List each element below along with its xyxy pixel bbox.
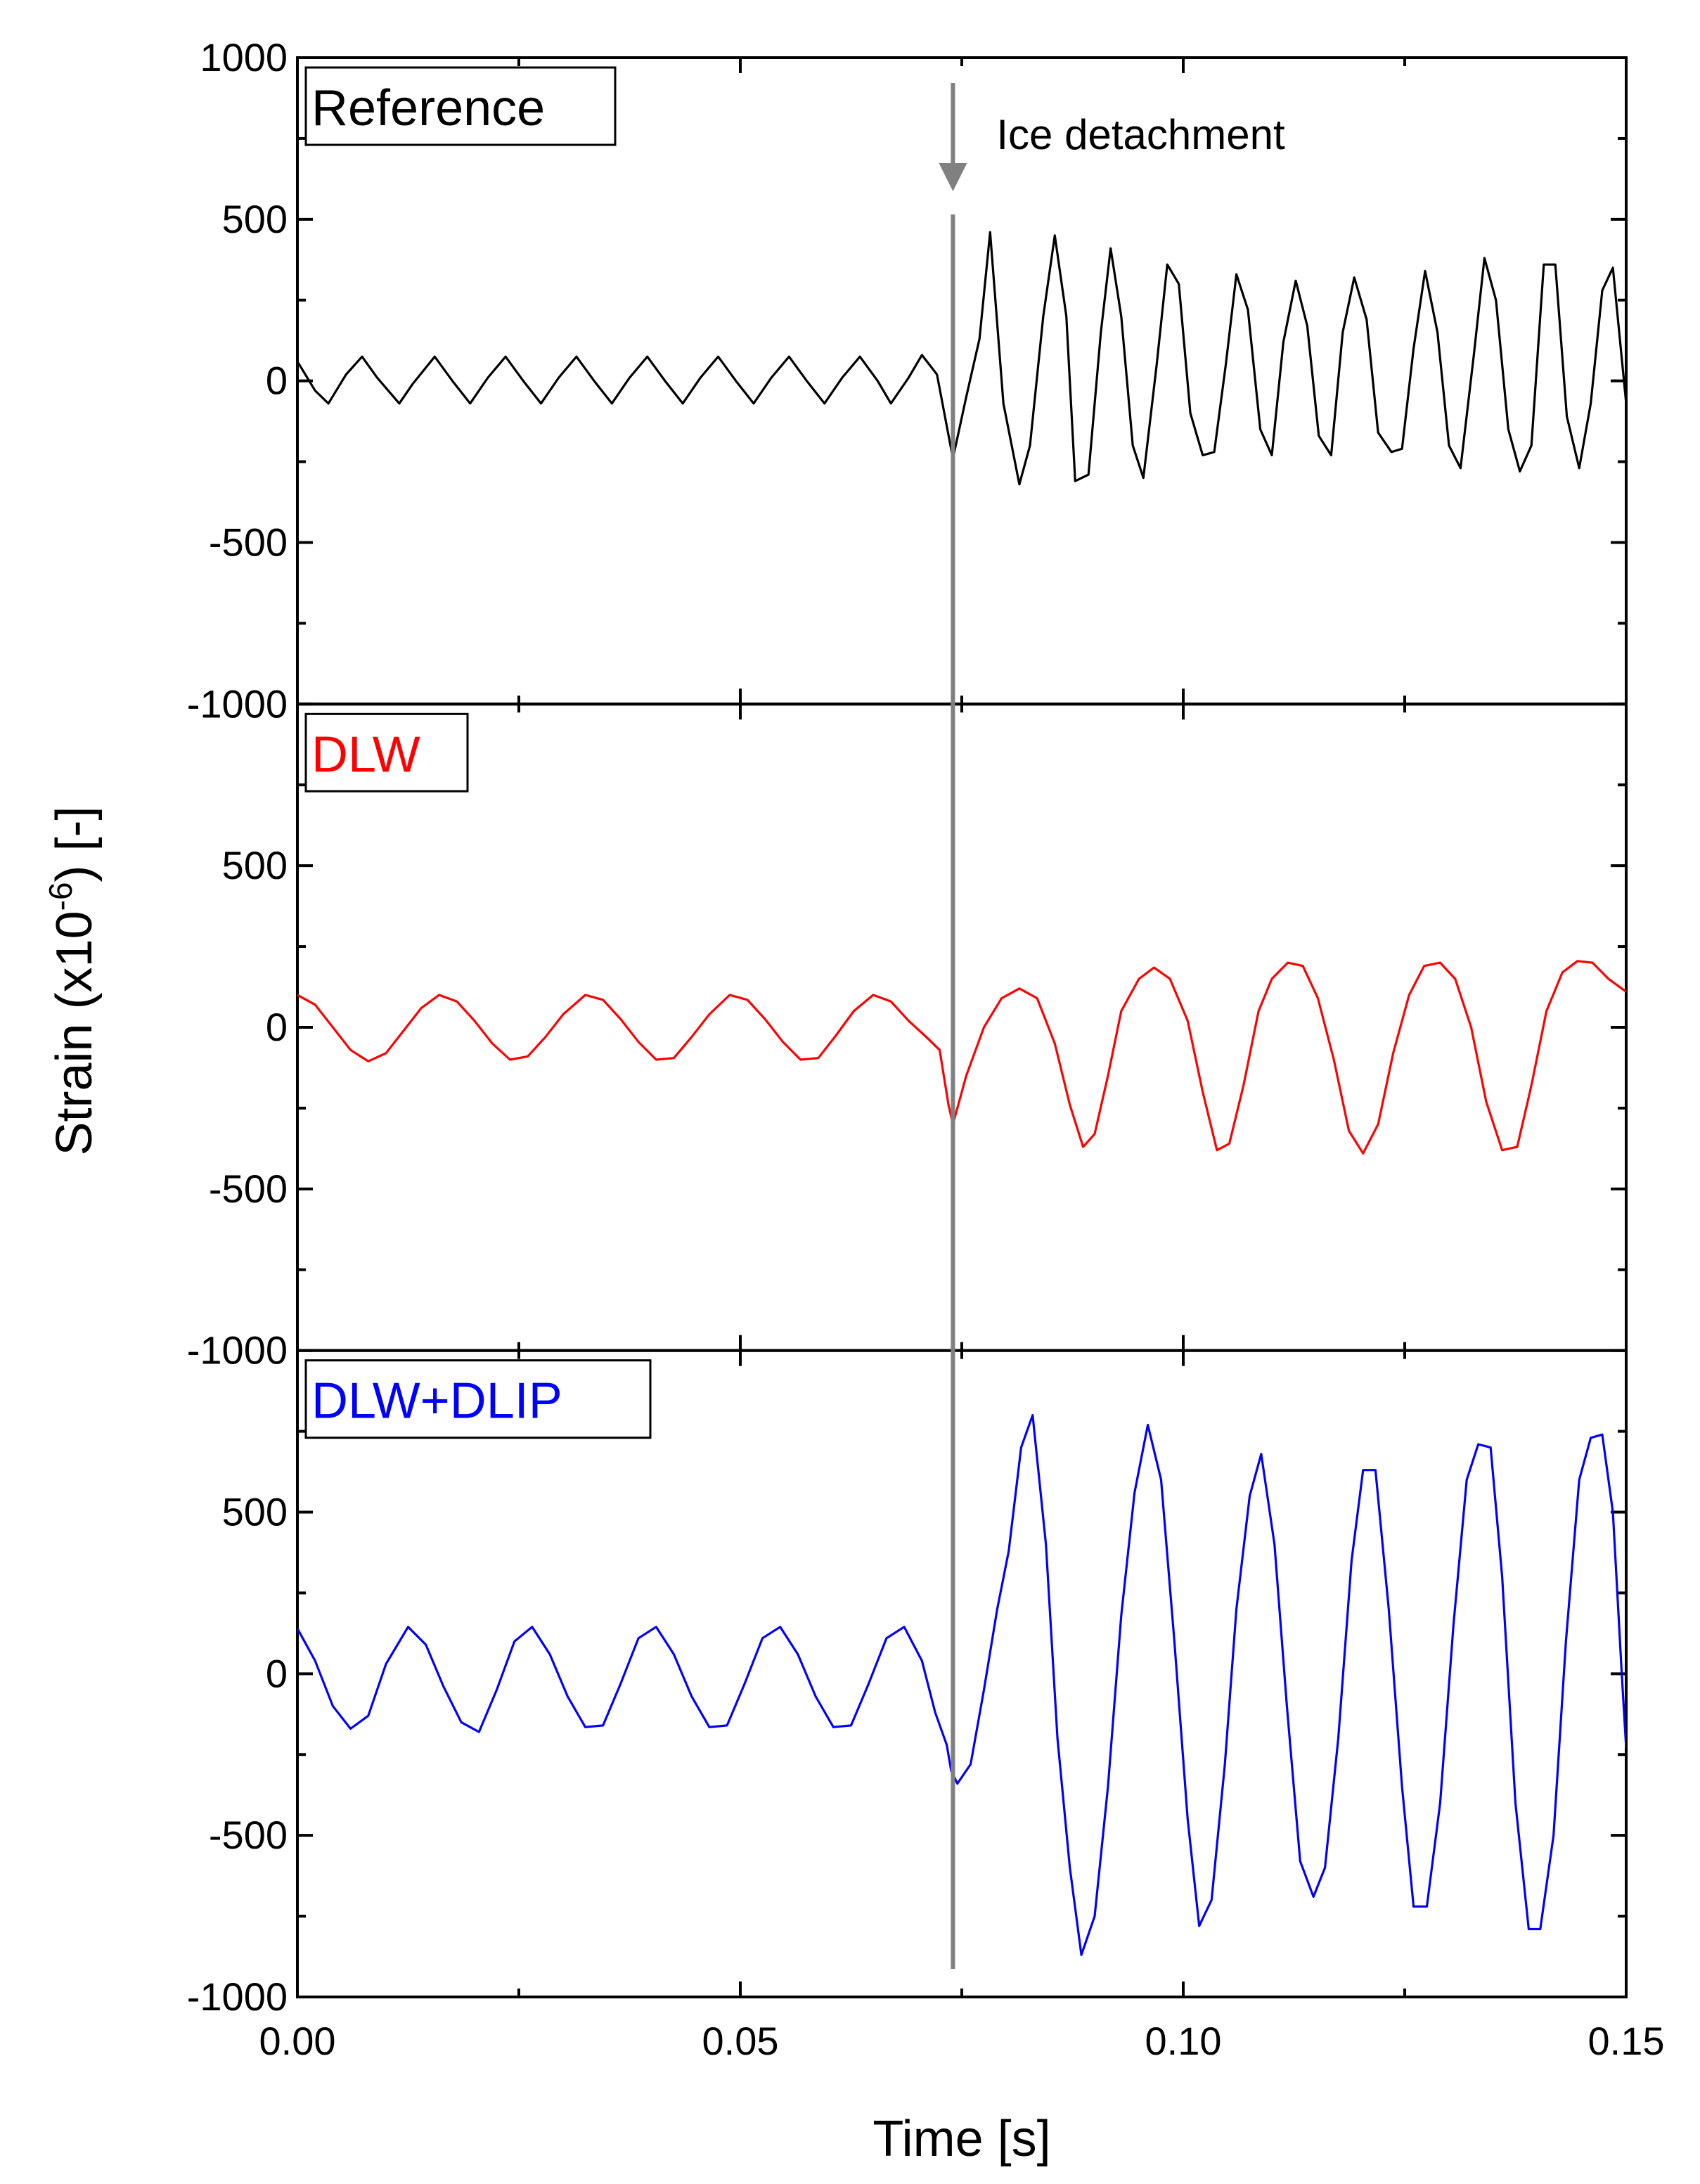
y-tick-label: 500 <box>222 197 288 241</box>
panel-label-box <box>304 66 617 146</box>
y-axis-title-superscript: -6 <box>42 882 79 911</box>
y-tick-label: 0 <box>266 359 288 403</box>
event-layer: Ice detachment <box>939 83 1285 1969</box>
y-axis-title: Strain (x10-6) [-] <box>42 806 103 1155</box>
panels-group: 1000 500 0 -500 -1000 Reference 500 0 -500 -1000 D… <box>187 35 1628 2019</box>
panel-label: DLW <box>311 726 420 783</box>
series-line-dlw <box>297 960 1626 1155</box>
x-tick-label: 0.15 <box>1588 2019 1665 2063</box>
series-line-dlw-dlip <box>297 1414 1626 1956</box>
y-tick-label: -500 <box>209 1813 288 1857</box>
y-tick-label: 1000 <box>200 35 288 79</box>
x-axis: 0.00 0.05 0.10 0.15 <box>259 2019 1665 2063</box>
svg-text:Strain (x10-6) [-]: Strain (x10-6) [-] <box>42 806 103 1155</box>
panel-dlw: 500 0 -500 -1000 DLW <box>187 702 1628 1373</box>
y-tick-label: -500 <box>209 1167 288 1211</box>
y-tick-label: 500 <box>222 843 288 887</box>
y-tick-label: -500 <box>209 520 288 565</box>
x-axis-title: Time [s] <box>872 2111 1050 2167</box>
y-tick-label: 500 <box>222 1490 288 1534</box>
x-tick-label: 0.00 <box>259 2019 336 2063</box>
panel-label: DLW+DLIP <box>311 1373 562 1430</box>
panel-label-box <box>304 712 469 792</box>
x-tick-label: 0.05 <box>702 2019 779 2063</box>
y-tick-label: 0 <box>266 1651 288 1695</box>
y-axis-title-end: ) [-] <box>46 806 103 882</box>
panel-reference: 1000 500 0 -500 -1000 Reference <box>187 35 1628 726</box>
panel-label-box <box>304 1359 652 1439</box>
y-tick-label: 0 <box>266 1005 288 1049</box>
y-tick-label: -1000 <box>187 1328 288 1373</box>
ice-detachment-arrow-head <box>939 163 967 191</box>
panel-dlw-dlip: 500 0 -500 -1000 DLW+DLIP <box>187 1349 1628 2019</box>
y-tick-label: -1000 <box>187 1974 288 2019</box>
x-tick-label: 0.10 <box>1145 2019 1222 2063</box>
y-axis-title-main: Strain (x10 <box>46 911 103 1155</box>
ice-detachment-label: Ice detachment <box>996 111 1285 158</box>
y-tick-label: -1000 <box>187 681 288 726</box>
panel-label: Reference <box>311 80 545 136</box>
series-line-reference <box>297 231 1626 486</box>
